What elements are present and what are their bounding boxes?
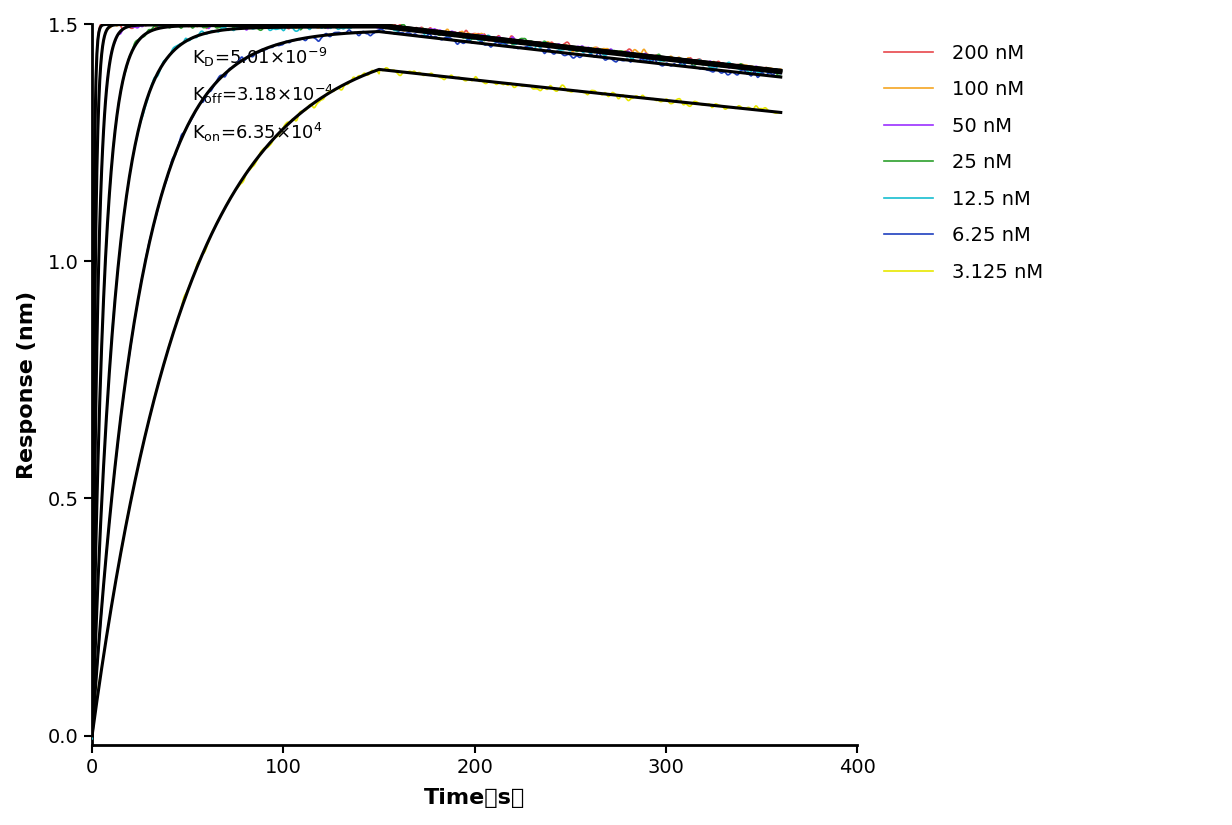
50 nM [424, 24, 439, 34]
50 nM [265, 20, 280, 30]
12.5 nM [559, 44, 574, 54]
Legend: 200 nM, 100 nM, 50 nM, 25 nM, 12.5 nM, 6.25 nM, 3.125 nM: 200 nM, 100 nM, 50 nM, 25 nM, 12.5 nM, 6… [875, 34, 1053, 291]
3.125 nM [235, 177, 250, 186]
6.25 nM [235, 54, 250, 64]
3.125 nM [559, 85, 574, 95]
Y-axis label: Response (nm): Response (nm) [17, 290, 37, 478]
12.5 nM [85, 734, 100, 744]
12.5 nM [774, 65, 788, 75]
3.125 nM [85, 728, 100, 738]
100 nM [424, 25, 439, 35]
100 nM [237, 21, 251, 31]
Line: 6.25 nM: 6.25 nM [92, 29, 781, 732]
25 nM [711, 58, 726, 68]
100 nM [85, 728, 100, 738]
12.5 nM [711, 60, 726, 70]
50 nM [711, 59, 726, 69]
3.125 nM [379, 63, 394, 73]
50 nM [774, 66, 788, 76]
100 nM [492, 36, 506, 46]
200 nM [774, 67, 788, 77]
Line: 25 nM: 25 nM [92, 21, 781, 737]
6.25 nM [774, 68, 788, 78]
200 nM [85, 731, 100, 741]
100 nM [134, 16, 149, 26]
3.125 nM [265, 135, 280, 145]
200 nM [711, 56, 726, 66]
6.25 nM [424, 31, 439, 41]
25 nM [235, 20, 250, 30]
3.125 nM [492, 78, 506, 88]
25 nM [559, 43, 574, 53]
6.25 nM [559, 50, 574, 60]
6.25 nM [372, 24, 387, 34]
3.125 nM [424, 68, 439, 78]
25 nM [492, 35, 506, 45]
6.25 nM [265, 42, 280, 52]
100 nM [266, 16, 281, 26]
50 nM [325, 15, 340, 25]
25 nM [331, 16, 346, 26]
100 nM [559, 40, 574, 50]
12.5 nM [492, 37, 506, 47]
200 nM [492, 31, 506, 40]
50 nM [85, 733, 100, 742]
6.25 nM [85, 727, 100, 737]
200 nM [266, 21, 281, 31]
12.5 nM [424, 28, 439, 38]
200 nM [424, 24, 439, 34]
3.125 nM [711, 100, 726, 110]
100 nM [711, 59, 726, 69]
25 nM [424, 26, 439, 36]
50 nM [235, 17, 250, 27]
200 nM [235, 18, 250, 28]
6.25 nM [711, 66, 726, 76]
Line: 200 nM: 200 nM [92, 20, 781, 736]
6.25 nM [492, 38, 506, 48]
12.5 nM [318, 19, 333, 29]
Line: 100 nM: 100 nM [92, 21, 781, 733]
3.125 nM [774, 107, 788, 117]
25 nM [265, 22, 280, 32]
12.5 nM [235, 21, 250, 31]
50 nM [559, 40, 574, 50]
200 nM [245, 15, 260, 25]
25 nM [85, 732, 100, 742]
Text: $\mathrm{K_D}$=5.01×10$^{-9}$
$\mathrm{K_{off}}$=3.18×10$^{-4}$
$\mathrm{K_{on}}: $\mathrm{K_D}$=5.01×10$^{-9}$ $\mathrm{K… [191, 46, 334, 144]
12.5 nM [265, 24, 280, 34]
50 nM [492, 32, 506, 42]
X-axis label: Time（s）: Time（s） [424, 789, 525, 808]
Line: 3.125 nM: 3.125 nM [92, 68, 781, 733]
Line: 50 nM: 50 nM [92, 20, 781, 738]
200 nM [559, 37, 574, 47]
100 nM [774, 64, 788, 74]
Line: 12.5 nM: 12.5 nM [92, 24, 781, 739]
25 nM [774, 71, 788, 81]
